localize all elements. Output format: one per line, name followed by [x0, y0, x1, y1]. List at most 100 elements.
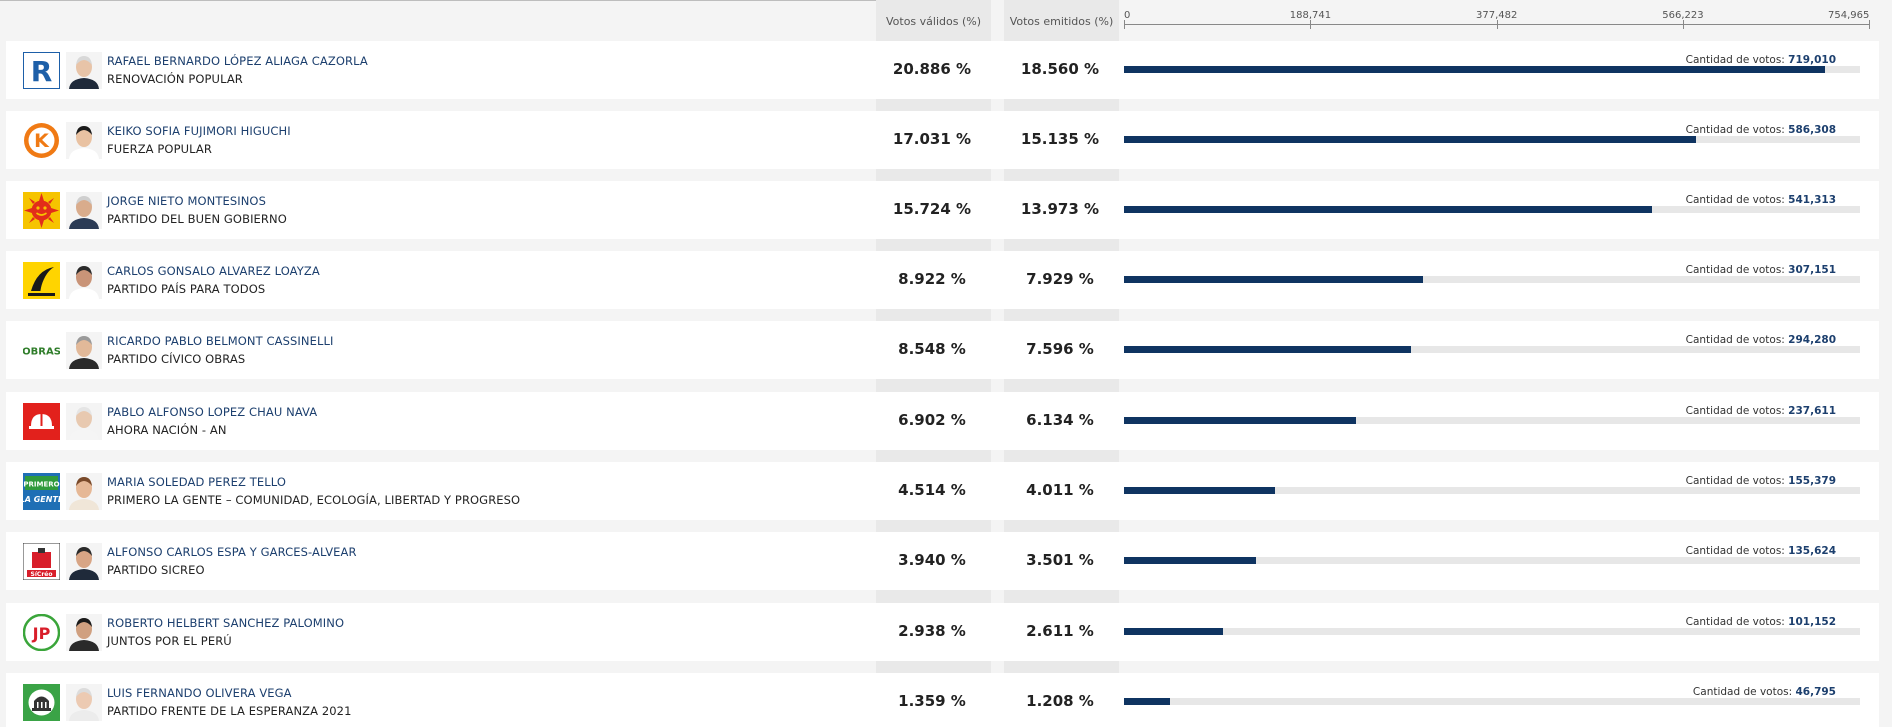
emitted-votes-percent: 15.135 %: [1020, 130, 1100, 148]
votes-count-value: 586,308: [1788, 124, 1836, 136]
party-name: PARTIDO SICREO: [107, 563, 205, 577]
axis-tick-label: 188,741: [1289, 10, 1332, 21]
votes-count-value: 294,280: [1788, 334, 1836, 346]
axis-tick-label: 377,482: [1476, 10, 1518, 21]
obras-logo: OBRAS: [23, 332, 60, 369]
valid-votes-percent: 8.548 %: [898, 340, 966, 358]
votes-count-caption: Cantidad de votos:: [1685, 405, 1789, 417]
candidate-row: JORGE NIETO MONTESINOS PARTIDO DEL BUEN G…: [6, 181, 1879, 239]
party-name: PARTIDO PAÍS PARA TODOS: [107, 282, 266, 296]
candidate-photo: [66, 684, 102, 721]
votes-bar-track: [1124, 276, 1860, 283]
party-name: JUNTOS POR EL PERÚ: [107, 634, 232, 648]
votes-bar-track: [1124, 487, 1860, 494]
valid-votes-percent: 8.922 %: [898, 270, 966, 288]
votes-count-value: 46,795: [1795, 686, 1836, 698]
candidate-photo: [66, 122, 102, 159]
votes-bar: [1124, 557, 1257, 564]
votes-count-label: Cantidad de votos: 155,379: [1686, 475, 1836, 487]
votes-count-value: 719,010: [1788, 54, 1836, 66]
votes-count-caption: Cantidad de votos:: [1685, 194, 1789, 206]
votes-bar: [1124, 206, 1652, 213]
votes-bar-track: [1124, 206, 1860, 213]
svg-text:OBRAS: OBRAS: [23, 347, 60, 358]
fuerza-popular-logo: K: [23, 122, 60, 159]
axis-tick: [1310, 20, 1312, 29]
emitted-votes-percent: 4.011 %: [1026, 481, 1094, 499]
votes-bar-track: [1124, 417, 1860, 424]
votes-count-value: 307,151: [1788, 264, 1836, 276]
party-name: RENOVACIÓN POPULAR: [107, 72, 243, 86]
candidate-name: CARLOS GONSALO ALVAREZ LOAYZA: [107, 264, 320, 278]
votes-count-value: 541,313: [1788, 194, 1836, 206]
votes-count-label: Cantidad de votos: 294,280: [1686, 334, 1836, 346]
candidate-name: LUIS FERNANDO OLIVERA VEGA: [107, 686, 292, 700]
votes-count-label: Cantidad de votos: 307,151: [1686, 264, 1836, 276]
candidate-photo: [66, 52, 102, 89]
axis-tick-label: 0: [1124, 10, 1131, 21]
valid-votes-percent: 15.724 %: [892, 200, 972, 218]
votes-count-caption: Cantidad de votos:: [1685, 264, 1789, 276]
candidate-photo: [66, 262, 102, 299]
valid-votes-percent: 2.938 %: [898, 622, 966, 640]
votes-count-caption: Cantidad de votos:: [1685, 616, 1789, 628]
votes-bar-track: [1124, 136, 1860, 143]
svg-text:SíCréo: SíCréo: [31, 571, 53, 578]
candidate-photo: [66, 403, 102, 440]
sicreo-logo: SíCréo: [23, 543, 60, 580]
svg-text:PRIMERO: PRIMERO: [23, 481, 59, 489]
votes-bar-track: [1124, 66, 1860, 73]
candidate-photo: [66, 614, 102, 651]
candidate-row: OBRAS RICARDO PABLO BELMONT CASSINELLI PAR…: [6, 321, 1879, 379]
votes-bar: [1124, 698, 1170, 705]
juntos-por-el-peru-logo: JP: [23, 614, 60, 651]
buen-gobierno-logo: [23, 192, 60, 229]
axis-tick-label: 566,223: [1662, 10, 1704, 21]
party-name: PRIMERO LA GENTE – COMUNIDAD, ECOLOGÍA, …: [107, 493, 521, 507]
valid-votes-percent: 4.514 %: [898, 481, 966, 499]
candidate-name: RAFAEL BERNARDO LÓPEZ ALIAGA CAZORLA: [107, 54, 368, 68]
votes-bar-track: [1124, 698, 1860, 705]
party-name: FUERZA POPULAR: [107, 142, 212, 156]
svg-text:K: K: [34, 130, 50, 152]
party-name: PARTIDO CÍVICO OBRAS: [107, 352, 246, 366]
votes-bar: [1124, 628, 1223, 635]
emitted-votes-percent: 7.929 %: [1026, 270, 1094, 288]
valid-votes-percent: 1.359 %: [898, 692, 966, 710]
axis-tick: [1682, 20, 1684, 29]
candidate-row: R RAFAEL BERNARDO LÓPEZ ALIAGA CAZORLA REN…: [6, 41, 1879, 99]
candidate-photo: [66, 192, 102, 229]
emitted-votes-percent: 7.596 %: [1026, 340, 1094, 358]
votes-count-label: Cantidad de votos: 541,313: [1686, 194, 1836, 206]
votes-bar: [1124, 417, 1356, 424]
candidate-photo: [66, 473, 102, 510]
frente-esperanza-logo: [23, 684, 60, 721]
valid-votes-percent: 20.886 %: [892, 60, 972, 78]
candidate-name: ALFONSO CARLOS ESPA Y GARCES-ALVEAR: [107, 545, 357, 559]
party-name: PARTIDO DEL BUEN GOBIERNO: [107, 212, 287, 226]
emitted-votes-header: Votos emitidos (%): [1009, 15, 1114, 28]
votes-count-label: Cantidad de votos: 719,010: [1686, 54, 1836, 66]
votes-count-label: Cantidad de votos: 101,152: [1686, 616, 1836, 628]
renovacion-popular-logo: R: [23, 52, 60, 89]
votes-bar: [1124, 136, 1696, 143]
axis-tick: [1124, 20, 1125, 29]
candidate-name: KEIKO SOFIA FUJIMORI HIGUCHI: [107, 124, 291, 138]
valid-votes-percent: 17.031 %: [892, 130, 972, 148]
emitted-votes-percent: 18.560 %: [1020, 60, 1100, 78]
candidate-row: JP ROBERTO HELBERT SANCHEZ PALOMINO JUNTOS…: [6, 603, 1879, 661]
emitted-votes-percent: 13.973 %: [1020, 200, 1100, 218]
votes-count-label: Cantidad de votos: 46,795: [1693, 686, 1836, 698]
votes-bar: [1124, 487, 1276, 494]
axis-tick: [1496, 20, 1498, 29]
emitted-votes-percent: 2.611 %: [1026, 622, 1094, 640]
emitted-votes-percent: 3.501 %: [1026, 551, 1094, 569]
votes-bar: [1124, 66, 1825, 73]
valid-votes-percent: 6.902 %: [898, 411, 966, 429]
votes-count-caption: Cantidad de votos:: [1685, 545, 1789, 557]
svg-text:JP: JP: [32, 624, 51, 643]
axis-tick: [1869, 20, 1870, 29]
candidate-row: LUIS FERNANDO OLIVERA VEGA PARTIDO FRENTE…: [6, 673, 1879, 727]
votes-count-label: Cantidad de votos: 237,611: [1686, 405, 1836, 417]
